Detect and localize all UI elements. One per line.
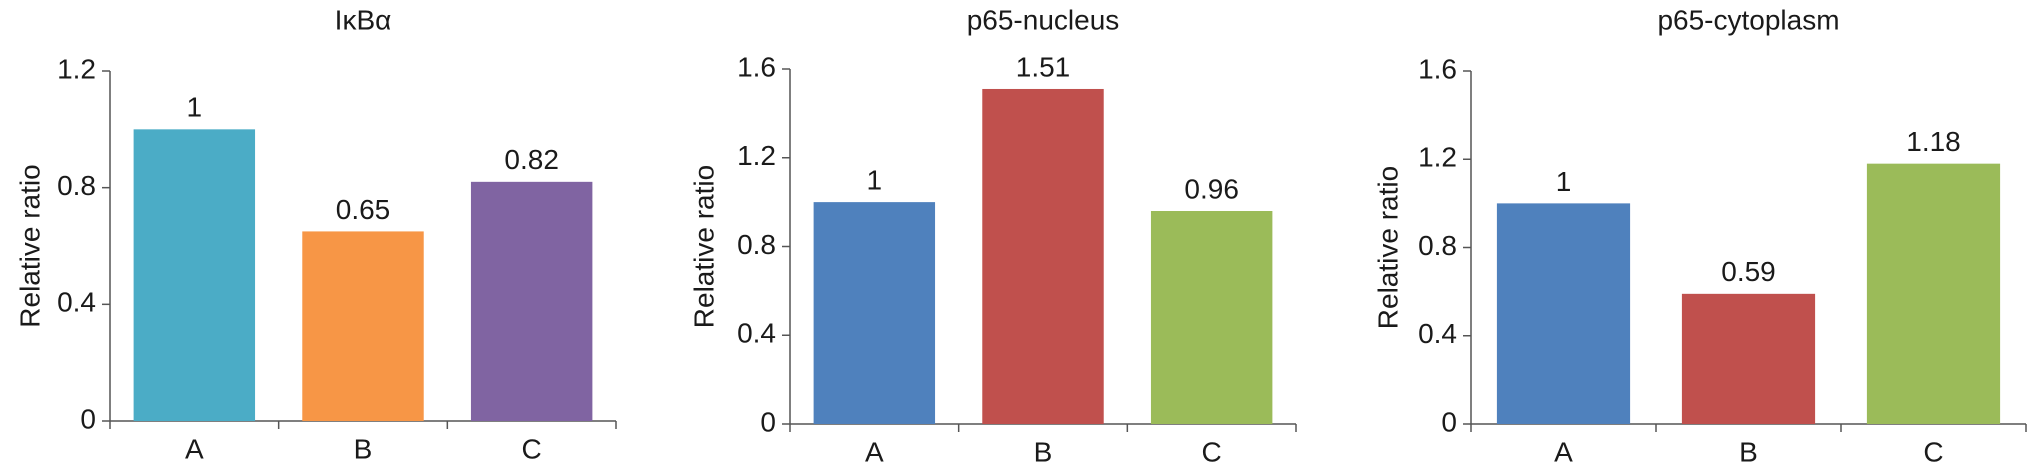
bar: [982, 88, 1104, 424]
x-tick-label: B: [1739, 436, 1758, 467]
y-tick-label: 0: [760, 406, 776, 437]
data-label: 0.96: [1184, 173, 1239, 204]
bar: [1150, 211, 1273, 424]
y-axis-label: Relative ratio: [1372, 166, 1403, 329]
bar: [302, 231, 424, 421]
x-tick-label: C: [1202, 436, 1222, 467]
chart-title: p65-cytoplasm: [1657, 4, 1839, 35]
y-tick-label: 0.8: [737, 229, 776, 260]
bar: [1681, 293, 1816, 424]
x-tick-label: A: [1554, 436, 1573, 467]
y-tick-label: 1.2: [57, 53, 96, 84]
x-tick-label: A: [865, 436, 884, 467]
data-label: 0.65: [336, 194, 391, 225]
y-tick-label: 0.4: [737, 318, 776, 349]
x-tick-label: C: [522, 433, 542, 464]
data-label: 0.82: [504, 144, 559, 175]
y-axis-label: Relative ratio: [688, 165, 719, 328]
y-axis-label: Relative ratio: [14, 164, 45, 327]
chart-title: IκBα: [335, 4, 392, 35]
bar: [1496, 203, 1631, 424]
x-tick-label: B: [354, 433, 373, 464]
y-tick-label: 1.2: [1418, 142, 1457, 173]
bar: [813, 202, 936, 424]
data-label: 1: [1556, 166, 1572, 197]
y-tick-label: 1.6: [1418, 53, 1457, 84]
data-label: 1: [187, 92, 203, 123]
bar: [1866, 163, 2001, 424]
x-tick-label: B: [1034, 436, 1053, 467]
y-tick-label: 0.8: [1418, 230, 1457, 261]
y-tick-label: 0: [1441, 406, 1457, 437]
bar: [470, 181, 593, 421]
data-label: 1.51: [1016, 51, 1071, 82]
bar: [133, 129, 256, 422]
x-tick-label: C: [1923, 436, 1943, 467]
y-tick-label: 1.2: [737, 140, 776, 171]
data-label: 1.18: [1906, 126, 1961, 157]
y-tick-label: 0.4: [1418, 318, 1457, 349]
y-tick-label: 0: [80, 403, 96, 434]
x-tick-label: A: [185, 433, 204, 464]
data-label: 0.59: [1721, 256, 1776, 287]
y-tick-label: 0.4: [57, 287, 96, 318]
data-label: 1: [867, 165, 883, 196]
chart-title: p65-nucleus: [967, 4, 1120, 35]
y-tick-label: 0.8: [57, 170, 96, 201]
y-tick-label: 1.6: [737, 51, 776, 82]
